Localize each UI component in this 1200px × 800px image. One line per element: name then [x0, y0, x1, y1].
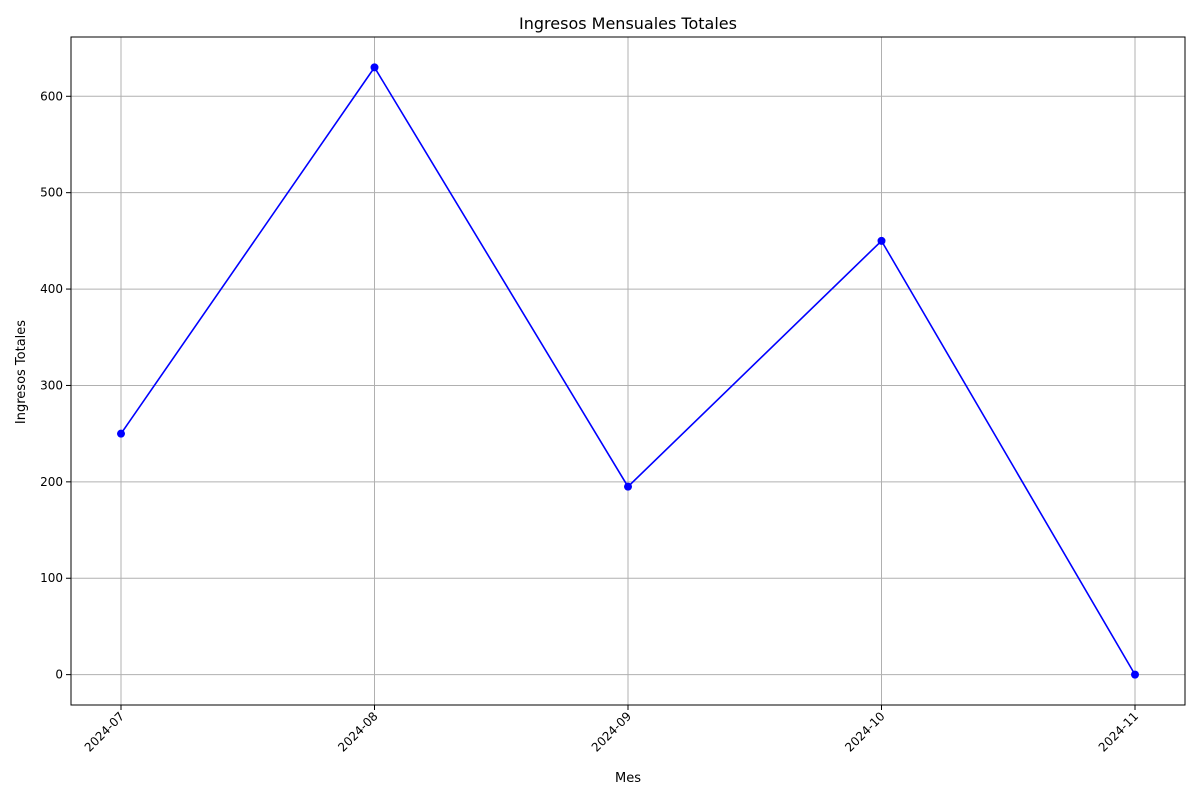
data-point: [370, 63, 379, 72]
data-point: [624, 482, 632, 491]
y-tick-label: 600: [40, 89, 63, 103]
y-tick-label: 100: [40, 571, 63, 585]
chart-title: Ingresos Mensuales Totales: [519, 14, 737, 33]
data-point: [1131, 670, 1139, 679]
data-series: [117, 63, 1139, 679]
x-axis-label: Mes: [615, 771, 641, 786]
y-tick-label: 500: [40, 186, 63, 200]
y-tick-label: 300: [40, 378, 63, 392]
y-tick-label: 400: [40, 282, 63, 296]
data-point: [117, 429, 125, 438]
grid-lines: [71, 37, 1185, 705]
data-point: [877, 236, 886, 245]
y-tick-label: 0: [55, 668, 63, 682]
y-axis-label: Ingresos Totales: [14, 320, 29, 424]
y-tick-label: 200: [40, 475, 63, 489]
